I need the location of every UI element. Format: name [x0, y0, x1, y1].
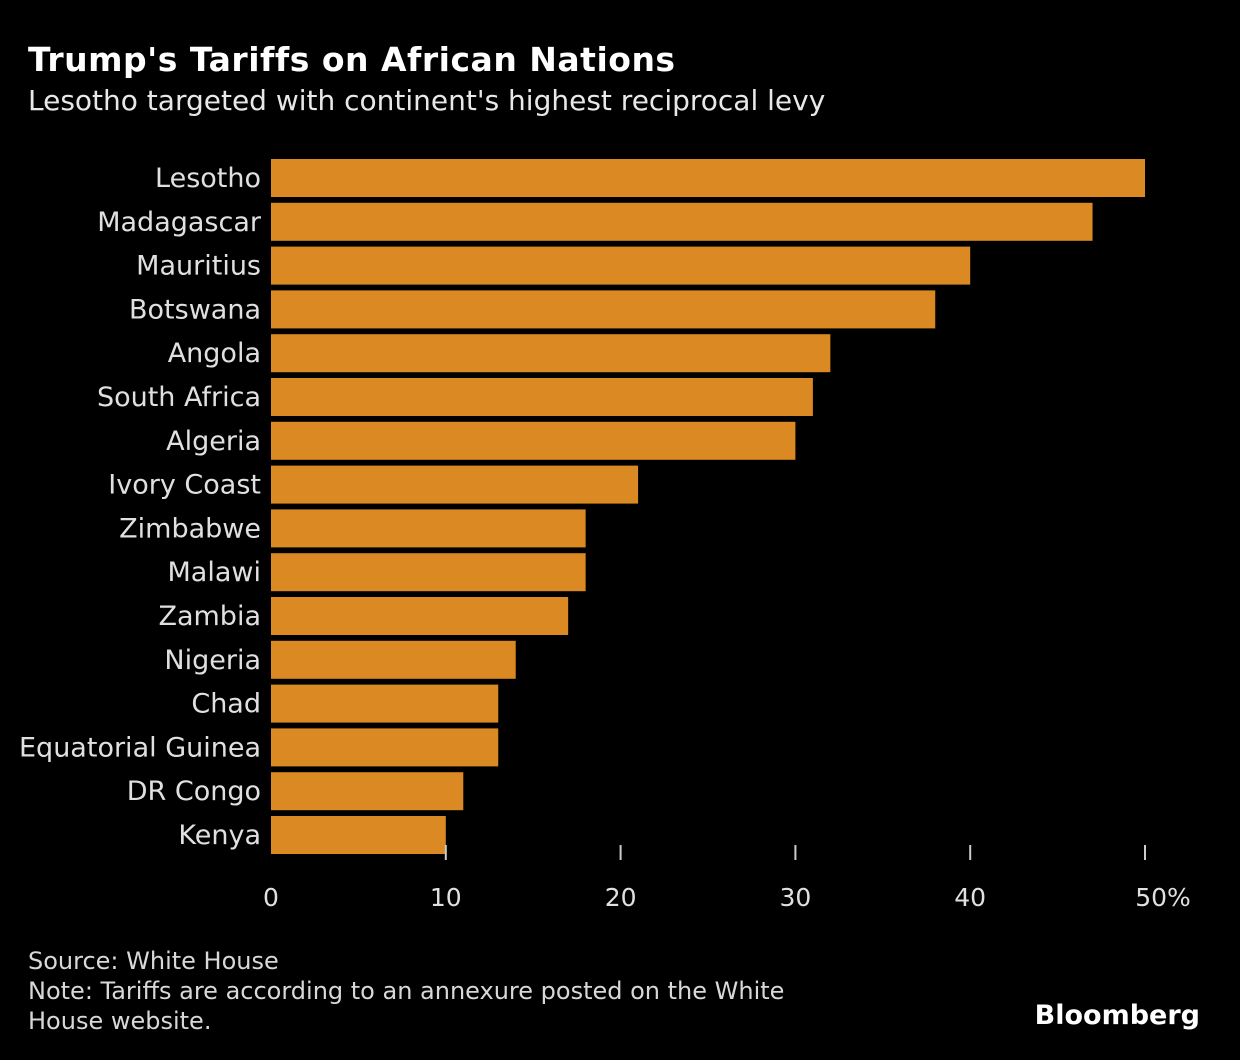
bar [271, 246, 971, 285]
bar [271, 816, 446, 854]
bar [271, 728, 499, 767]
category-label: Madagascar [97, 207, 262, 238]
source-note: Source: White House [28, 947, 279, 975]
x-tick-label: 20 [605, 883, 637, 912]
chart-title: Trump's Tariffs on African Nations [28, 40, 676, 79]
category-label: Lesotho [155, 163, 261, 194]
bar [271, 553, 586, 592]
category-label: Algeria [166, 426, 261, 457]
category-label: South Africa [97, 382, 261, 413]
bar [271, 202, 1093, 241]
bar [271, 334, 831, 373]
category-label: Mauritius [136, 251, 261, 282]
bar [271, 684, 499, 723]
x-tick-label: 0 [263, 883, 279, 912]
footnote: Note: Tariffs are according to an annexu… [28, 977, 785, 1035]
category-label: Kenya [178, 820, 261, 851]
category-label: Ivory Coast [108, 470, 261, 501]
category-label: Zambia [158, 601, 261, 632]
category-label: Chad [191, 689, 261, 720]
category-label: Equatorial Guinea [19, 732, 261, 763]
x-tick-label: 50% [1135, 883, 1191, 912]
x-tick-label: 10 [430, 883, 462, 912]
chart-subtitle: Lesotho targeted with continent's highes… [28, 84, 826, 117]
bar [271, 465, 639, 504]
category-label: Zimbabwe [119, 513, 261, 544]
bar [271, 159, 1145, 197]
bar [271, 597, 569, 635]
bar [271, 421, 796, 460]
bar [271, 509, 586, 548]
x-tick-label: 30 [779, 883, 811, 912]
bar [271, 640, 516, 679]
category-label: Malawi [168, 557, 261, 588]
bar [271, 290, 936, 329]
bloomberg-logo: Bloomberg [1034, 1000, 1200, 1031]
bar [271, 772, 464, 811]
category-label: DR Congo [127, 776, 261, 807]
category-label: Nigeria [164, 645, 261, 676]
bar [271, 378, 813, 416]
category-label: Botswana [129, 294, 261, 325]
x-tick-label: 40 [954, 883, 986, 912]
category-label: Angola [168, 338, 261, 369]
